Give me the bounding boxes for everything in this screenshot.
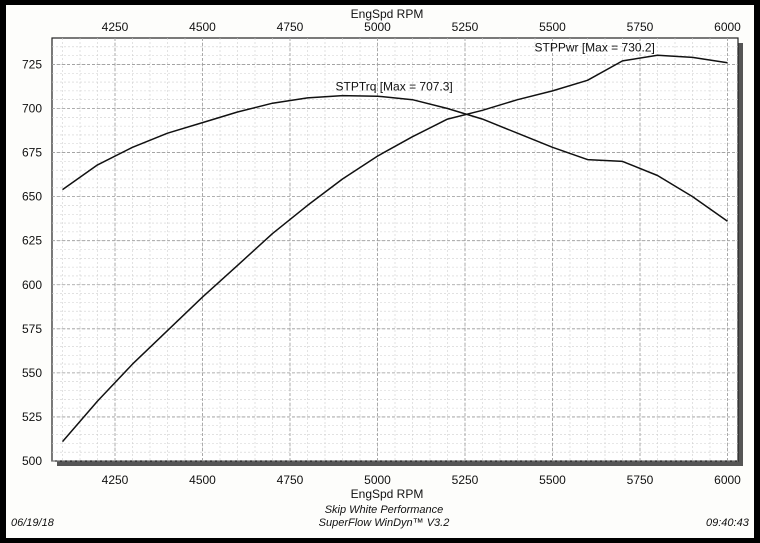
x-tick-label-top: 4500 [189,20,216,34]
x-tick-label-top: 4750 [277,20,304,34]
plot-area [51,37,739,462]
y-tick-label: 725 [22,57,42,71]
y-tick-label: 550 [22,366,42,380]
footer-company: Skip White Performance [325,504,444,516]
y-tick-label: 700 [22,102,42,116]
y-tick-label: 525 [22,410,42,424]
x-tick-label-top: 5250 [452,20,479,34]
x-tick-label-top: 5500 [539,20,566,34]
x-tick-label-bottom: 4750 [277,473,304,487]
x-tick-label-bottom: 5000 [364,473,391,487]
footer-software: SuperFlow WinDyn™ V3.2 [319,517,450,529]
power-max-annotation: STPPwr [Max = 730.2] [535,40,655,54]
tick-labels: 4250 4250 4500 4500 4750 4750 5000 5000 5250 5250… [22,20,741,487]
x-tick-label-bottom: 6000 [714,473,741,487]
x-tick-label-bottom: 4500 [189,473,216,487]
series-lines [61,54,728,443]
x-axis-title-top: EngSpd RPM [351,7,424,21]
grid [52,38,738,462]
x-tick-label-bottom: 4250 [102,473,129,487]
footer-date: 06/19/18 [11,517,55,529]
footer-time: 09:40:43 [706,517,750,529]
x-tick-label-top: 6000 [714,20,741,34]
y-tick-label: 675 [22,146,42,160]
series-line-stptrq [62,94,728,222]
x-tick-label-bottom: 5750 [627,473,654,487]
x-axis-title-bottom: EngSpd RPM [351,487,424,501]
series-line-stppwr [61,54,728,443]
x-tick-label-bottom: 5250 [452,473,479,487]
y-tick-label: 600 [22,278,42,292]
x-tick-label-top: 4250 [102,20,129,34]
y-tick-label: 650 [22,190,42,204]
y-tick-label: 500 [22,454,42,468]
y-tick-label: 575 [22,322,42,336]
x-tick-label-bottom: 5500 [539,473,566,487]
y-tick-label: 625 [22,234,42,248]
x-tick-label-top: 5750 [627,20,654,34]
x-tick-label-top: 5000 [364,20,391,34]
torque-max-annotation: STPTrq [Max = 707.3] [336,80,453,94]
